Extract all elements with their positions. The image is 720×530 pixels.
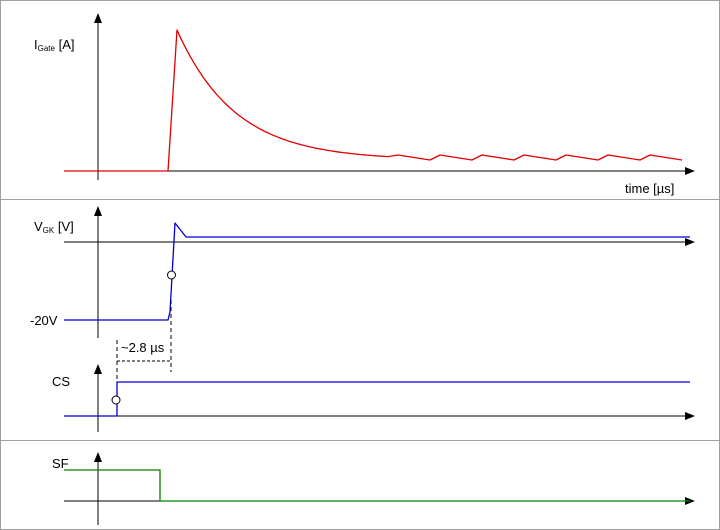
vgk-label: VGK [V]	[34, 219, 74, 235]
vgk-threshold-marker	[167, 270, 176, 280]
delay-annotation: ~2.8 µs	[116, 300, 172, 382]
vgk-waveform	[64, 222, 690, 321]
igate-label-main: I	[34, 37, 38, 52]
vgk-label-main: V	[34, 219, 43, 234]
neg20v-label: -20V	[30, 313, 58, 328]
vgk-panel: VGK [V] -20V	[30, 206, 695, 338]
gate-current-curve	[64, 29, 683, 172]
cs-panel: CS	[52, 364, 695, 432]
vgk-label-unit: [V]	[54, 219, 74, 234]
igate-label: IGate [A]	[34, 37, 74, 53]
delay-label: ~2.8 µs	[121, 340, 165, 355]
igate-label-sub: Gate	[38, 44, 56, 53]
cs-label: CS	[52, 374, 70, 389]
time-axis-label: time [µs]	[625, 181, 674, 196]
cs-threshold-marker	[111, 395, 121, 405]
igate-panel: IGate [A] time [µs]	[34, 13, 695, 196]
sf-waveform	[64, 469, 690, 502]
sf-label: SF	[52, 456, 69, 471]
vgk-label-sub: GK	[43, 226, 55, 235]
igate-label-unit: [A]	[55, 37, 75, 52]
sf-panel: SF	[52, 452, 695, 525]
cs-waveform	[64, 381, 690, 417]
